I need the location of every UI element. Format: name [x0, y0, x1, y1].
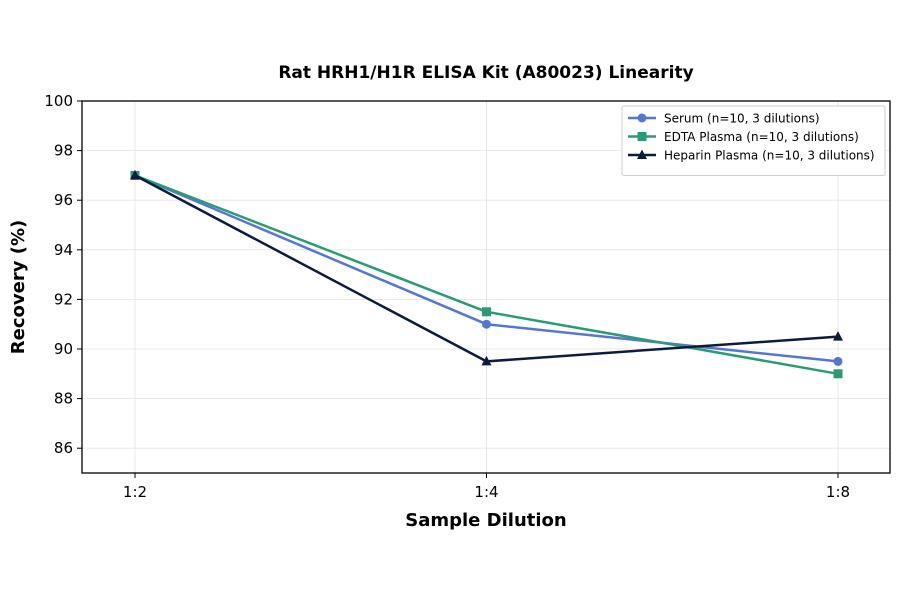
legend-label: Serum (n=10, 3 dilutions): [664, 112, 820, 126]
y-tick-label: 98: [54, 142, 73, 160]
data-point: [833, 369, 843, 379]
legend: Serum (n=10, 3 dilutions) EDTA Plasma (n=…: [621, 105, 886, 176]
legend-marker: [637, 113, 647, 123]
legend-box: [621, 105, 886, 176]
y-axis-ticks: 86 88 90 92 94 96 98 100: [44, 92, 82, 457]
x-axis-ticks: 1:2 1:4 1:8: [123, 473, 850, 501]
data-point: [833, 331, 843, 341]
chart-title: Rat HRH1/H1R ELISA Kit (A80023) Linearit…: [278, 63, 693, 83]
y-tick-label: 94: [54, 241, 73, 259]
series-3: [130, 169, 843, 366]
data-point: [130, 169, 140, 180]
data-point: [482, 307, 491, 317]
y-tick-label: 100: [44, 92, 73, 110]
y-axis-label: Recovery (%): [8, 220, 29, 354]
x-axis-label: Sample Dilution: [405, 510, 566, 531]
legend-label: EDTA Plasma (n=10, 3 dilutions): [664, 130, 859, 144]
data-point: [833, 356, 843, 366]
x-tick-label: 1:2: [123, 483, 147, 501]
y-tick-label: 96: [54, 191, 73, 209]
legend-item: EDTA Plasma (n=10, 3 dilutions): [628, 130, 859, 144]
y-tick-label: 92: [54, 290, 73, 308]
legend-marker: [637, 149, 647, 159]
series-layer: [130, 169, 843, 379]
plot-frame: [81, 100, 891, 474]
y-tick-label: 90: [54, 340, 73, 358]
legend-item: Heparin Plasma (n=10, 3 dilutions): [628, 149, 875, 163]
data-point: [481, 355, 492, 366]
x-tick-label: 1:4: [474, 483, 498, 501]
data-point: [482, 319, 491, 329]
y-tick-label: 86: [54, 439, 73, 457]
y-tick-label: 88: [54, 390, 73, 408]
x-tick-label: 1:8: [826, 483, 850, 501]
legend-marker: [637, 132, 647, 141]
legend-item: Serum (n=10, 3 dilutions): [628, 112, 820, 126]
legend-label: Heparin Plasma (n=10, 3 dilutions): [664, 149, 875, 163]
